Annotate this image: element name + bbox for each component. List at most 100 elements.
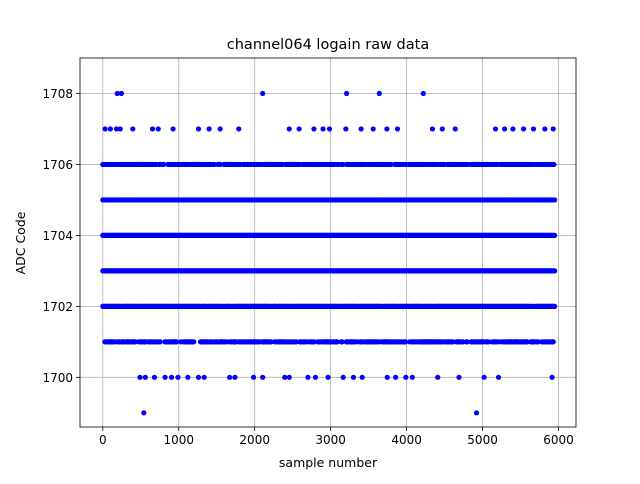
x-tick-label: 4000 — [391, 433, 422, 447]
x-tick-label: 2000 — [239, 433, 270, 447]
data-point — [137, 374, 143, 380]
axes-frame — [79, 57, 577, 428]
data-point — [191, 339, 197, 345]
x-tick-label: 3000 — [315, 433, 346, 447]
data-point — [155, 126, 161, 132]
data-point — [311, 126, 317, 132]
data-point — [510, 126, 516, 132]
x-tick-label: 6000 — [543, 433, 574, 447]
data-point — [118, 90, 124, 97]
data-point — [201, 374, 207, 380]
data-point — [552, 268, 558, 274]
data-point — [452, 126, 458, 132]
y-tick-label: 1706 — [42, 158, 73, 172]
x-tick-label: 0 — [99, 433, 107, 447]
data-point — [149, 126, 156, 132]
data-point — [492, 126, 499, 132]
data-point — [403, 339, 409, 345]
data-point — [195, 126, 202, 132]
data-point — [326, 126, 333, 132]
data-point — [394, 126, 401, 132]
data-point — [403, 374, 409, 380]
data-point — [236, 126, 242, 132]
data-point — [551, 161, 557, 168]
data-point — [102, 126, 108, 132]
data-point — [552, 303, 558, 309]
data-point — [456, 374, 462, 380]
data-point — [117, 126, 123, 132]
y-axis-ticks: 1700 1702 1704 1706 1708 — [42, 87, 80, 385]
data-point — [339, 339, 345, 345]
data-point — [549, 374, 555, 380]
y-axis-label: ADC Code — [13, 211, 28, 274]
y-tick-label: 1702 — [42, 300, 73, 314]
data-point — [393, 374, 399, 380]
data-point — [420, 90, 426, 97]
data-point — [168, 374, 175, 380]
data-point — [227, 374, 233, 380]
y-tick-label: 1700 — [42, 371, 73, 385]
data-point — [260, 374, 266, 380]
data-point — [520, 126, 527, 132]
data-point — [464, 339, 470, 345]
data-point — [542, 126, 548, 132]
x-axis-ticks: 0 1000 2000 3000 4000 5000 6000 — [99, 427, 574, 447]
data-point — [502, 126, 508, 132]
data-point — [550, 126, 556, 132]
data-point — [439, 126, 445, 132]
data-point — [435, 374, 441, 380]
data-point — [344, 90, 350, 97]
data-point — [250, 374, 257, 380]
data-point — [113, 126, 120, 132]
data-point — [141, 410, 147, 416]
data-point — [409, 374, 415, 380]
data-point — [312, 374, 319, 380]
data-point — [495, 374, 502, 380]
data-point — [340, 374, 346, 380]
data-point — [473, 410, 480, 416]
data-point — [334, 339, 340, 345]
data-point — [552, 197, 558, 203]
data-point — [286, 126, 292, 132]
data-point — [384, 374, 390, 380]
y-tick-label: 1704 — [42, 229, 73, 243]
data-point — [350, 374, 357, 380]
data-point — [282, 374, 288, 380]
data-point — [170, 126, 176, 132]
data-point — [370, 126, 376, 132]
x-axis-label: sample number — [279, 455, 378, 470]
data-point — [206, 126, 212, 132]
data-point — [384, 126, 390, 132]
data-point — [162, 374, 168, 380]
data-point — [343, 126, 349, 132]
data-point — [305, 374, 311, 380]
y-tick-label: 1708 — [42, 87, 73, 101]
data-point — [325, 374, 331, 380]
data-point — [195, 374, 202, 380]
data-point — [142, 374, 148, 380]
data-point — [530, 126, 537, 132]
data-point — [175, 374, 181, 380]
data-point — [217, 126, 223, 132]
data-point — [286, 374, 292, 380]
data-point — [376, 90, 382, 97]
data-point — [429, 126, 436, 132]
data-point — [550, 339, 556, 345]
data-point — [174, 339, 180, 345]
data-point — [552, 232, 558, 239]
data-point — [358, 126, 364, 132]
data-point — [359, 374, 365, 380]
data-point — [130, 126, 136, 132]
data-points — [100, 90, 558, 416]
data-point — [185, 374, 191, 380]
data-point — [107, 126, 113, 132]
data-point — [157, 339, 163, 345]
data-point — [114, 90, 120, 97]
chart-title: channel064 logain raw data — [227, 37, 429, 53]
data-point — [260, 90, 266, 97]
data-point — [481, 374, 487, 380]
data-point — [151, 374, 158, 380]
data-point — [161, 161, 167, 168]
